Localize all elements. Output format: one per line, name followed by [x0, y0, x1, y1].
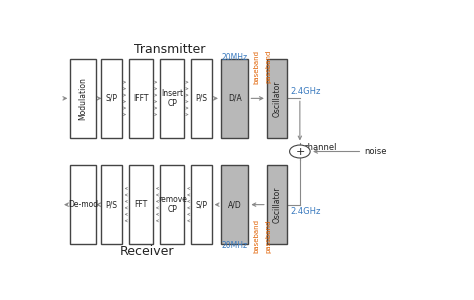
Bar: [191, 165, 212, 244]
Text: Oscillator: Oscillator: [273, 80, 282, 117]
Text: S/P: S/P: [196, 200, 208, 209]
Text: 2.4GHz: 2.4GHz: [290, 87, 320, 96]
Bar: [221, 165, 248, 244]
Text: 20MHz: 20MHz: [221, 53, 247, 62]
Text: P/S: P/S: [106, 200, 118, 209]
Text: S/P: S/P: [106, 94, 118, 103]
Text: FFT: FFT: [134, 200, 147, 209]
Circle shape: [290, 145, 310, 158]
Text: Transmitter: Transmitter: [134, 43, 205, 56]
Text: passband: passband: [265, 50, 272, 83]
Bar: [101, 165, 122, 244]
Bar: [129, 165, 153, 244]
Bar: [160, 59, 184, 138]
Text: Insert
CP: Insert CP: [161, 89, 183, 108]
Text: baseband: baseband: [254, 50, 260, 84]
Bar: [160, 165, 184, 244]
Text: D/A: D/A: [228, 94, 242, 103]
Bar: [101, 59, 122, 138]
Text: Modulation: Modulation: [79, 77, 88, 120]
Text: baseband: baseband: [254, 219, 260, 253]
Text: passband: passband: [265, 220, 272, 253]
Text: Receiver: Receiver: [120, 245, 174, 258]
Bar: [129, 59, 153, 138]
Text: 2.4GHz: 2.4GHz: [290, 207, 320, 216]
Bar: [191, 59, 212, 138]
Bar: [70, 165, 96, 244]
Text: De-mod: De-mod: [68, 200, 98, 209]
Bar: [221, 59, 248, 138]
Text: channel: channel: [303, 143, 337, 152]
Text: 20MHz: 20MHz: [221, 241, 247, 250]
Text: noise: noise: [364, 147, 387, 156]
Text: $+$: $+$: [295, 146, 305, 157]
Text: remove
CP: remove CP: [158, 195, 187, 214]
Text: Oscillator: Oscillator: [273, 186, 282, 223]
Text: A/D: A/D: [228, 200, 242, 209]
Bar: [267, 59, 287, 138]
Bar: [70, 59, 96, 138]
Text: P/S: P/S: [196, 94, 208, 103]
Text: IFFT: IFFT: [133, 94, 149, 103]
Bar: [267, 165, 287, 244]
